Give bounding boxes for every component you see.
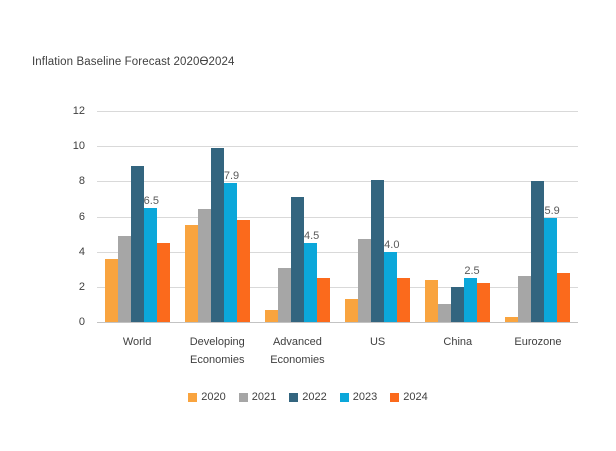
bar-2023-china: 2.5 [464,265,480,322]
legend-swatch-2023 [339,392,349,402]
bar-group-eurozone: 5.9 [498,111,578,322]
bar-group-china: 2.5 [418,111,498,322]
x-label-advanced-economies: Advanced Economies [270,336,325,366]
legend-item-2020: 2020 [188,391,226,403]
bar-2022-china [451,286,465,322]
gridline-8 [97,181,578,183]
bar-2022-developing-economies [210,147,224,322]
legend-swatch-2021 [238,392,248,402]
x-label-us: US [369,336,386,348]
legend-label-2020: 2020 [201,391,226,403]
gridline-10 [97,146,578,148]
bar-2020-developing-economies [184,225,198,322]
bar-2021-china [438,304,452,322]
bar-2022-us [371,179,385,322]
legend-swatch-2020 [188,392,198,402]
gridline-12 [97,111,578,112]
legend-swatch-2024 [390,392,400,402]
data-label-2023-china: 2.5 [464,265,480,278]
bar-2020-eurozone [505,316,519,322]
y-tick-0: 0 [78,316,85,328]
bar-2022-eurozone [531,181,545,322]
bar-2022-advanced-economies [290,197,304,322]
bar-2021-eurozone [518,276,532,322]
gridline-2 [97,286,578,288]
data-label-2023-advanced-economies: 4.5 [303,229,320,242]
bar-group-developing-economies: 7.9 [177,111,257,322]
legend-item-2024: 2024 [390,391,428,403]
bar-2024-eurozone [557,272,571,322]
x-label-world: World [122,336,152,348]
legend-item-2021: 2021 [238,391,277,403]
y-axis: 0 2 4 6 8 10 12 [55,105,89,328]
bar-group-advanced-economies: 4.5 [257,111,337,322]
bar-2024-advanced-economies [316,278,330,322]
bar-groups: 6.5 7.9 4.5 4.0 2.5 5.9 [97,111,578,322]
y-tick-12: 12 [72,105,85,117]
data-label-2023-eurozone: 5.9 [544,205,560,218]
bar-2021-developing-economies [197,209,211,322]
x-label-china: China [443,336,473,348]
legend-label-2024: 2024 [403,391,428,403]
bar-2020-advanced-economies [264,309,278,322]
bar-2020-us [345,299,359,322]
x-label-eurozone: Eurozone [514,336,562,348]
y-tick-8: 8 [78,175,85,188]
data-label-2023-us: 4.0 [384,238,400,251]
bar-2022-world [130,165,144,322]
data-label-2023-world: 6.5 [143,194,159,207]
bar-2023-us: 4.0 [384,239,399,322]
bar-group-world: 6.5 [97,111,177,322]
plot-area: 6.5 7.9 4.5 4.0 2.5 5.9 [97,111,578,323]
x-axis: World Developing Economies Advanced Econom… [97,330,578,369]
bar-2020-china [425,279,439,322]
x-label-developing-economies: Developing Economies [189,336,245,366]
gridline-4 [97,251,578,253]
data-label-2023-developing-economies: 7.9 [223,170,240,183]
y-tick-10: 10 [72,140,85,153]
bar-2021-world [117,235,131,322]
y-tick-6: 6 [78,210,85,223]
bar-2024-china [477,283,491,322]
legend-label-2021: 2021 [251,391,277,403]
bar-2023-advanced-economies: 4.5 [303,230,319,322]
gridline-6 [97,216,578,218]
bar-2023-developing-economies: 7.9 [223,170,239,322]
y-tick-2: 2 [78,280,85,293]
bar-2023-eurozone: 5.9 [544,205,560,322]
gridline-0 [97,322,578,323]
legend-label-2022: 2022 [302,391,327,403]
bar-2023-world: 6.5 [143,195,159,322]
legend-swatch-2022 [289,392,299,402]
bar-group-us: 4.0 [338,111,418,322]
bar-2024-developing-economies [236,220,250,322]
y-tick-4: 4 [78,245,85,258]
chart-title: Inflation Baseline Forecast 2020Ɵ2024 [32,56,235,68]
legend-item-2022: 2022 [289,391,327,403]
bar-2021-advanced-economies [277,267,291,322]
bar-2020-world [104,258,118,322]
bar-2021-us [358,239,372,322]
legend-label-2023: 2023 [352,391,378,403]
bar-2024-world [156,242,170,322]
bar-2024-us [397,278,411,322]
legend-item-2023: 2023 [339,391,378,403]
legend: 2020 2021 2022 2023 2024 [0,391,616,403]
